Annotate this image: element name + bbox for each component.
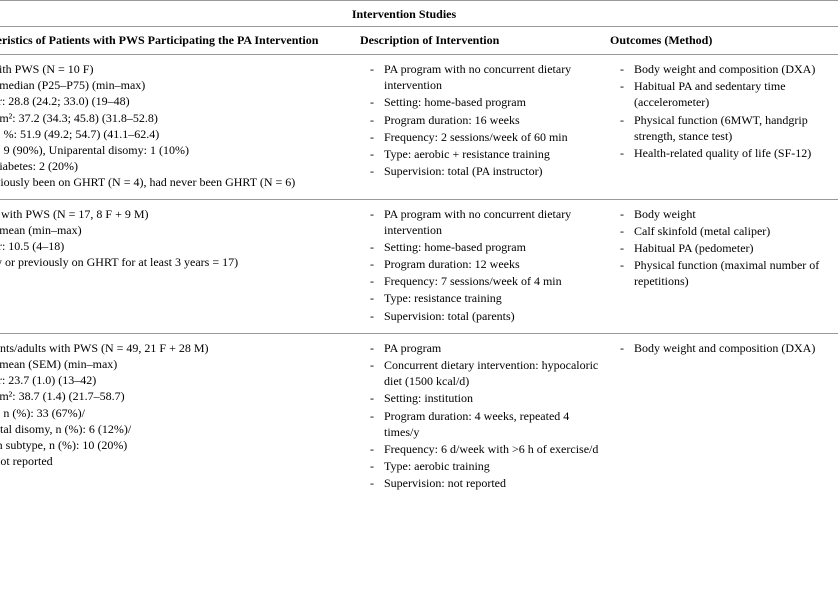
characteristics-line: iparental disomy, n (%): 6 (12%)/ <box>0 421 350 437</box>
header-description: Description of Intervention <box>350 33 600 48</box>
characteristics-cell: ults with PWS (N = 10 F)ta are median (P… <box>0 61 350 191</box>
characteristics-line: II, kg/m²: 38.7 (1.4) (21.7–58.7) <box>0 388 350 404</box>
intervention-item: Supervision: total (PA instructor) <box>360 163 600 179</box>
outcomes-cell: Body weight and composition (DXA) <box>600 340 820 493</box>
outcomes-list: Body weight and composition (DXA)Habitua… <box>610 61 820 161</box>
study-row: olescents/adults with PWS (N = 49, 21 F … <box>0 334 838 501</box>
intervention-item: PA program <box>360 340 600 356</box>
intervention-item: Setting: home-based program <box>360 94 600 110</box>
intervention-cell: PA program with no concurrent dietary in… <box>350 61 600 191</box>
outcome-item: Calf skinfold (metal caliper) <box>610 223 820 239</box>
characteristics-line: IRT: not reported <box>0 453 350 469</box>
characteristics-line: known subtype, n (%): 10 (20%) <box>0 437 350 453</box>
header-outcomes: Outcomes (Method) <box>600 33 820 48</box>
intervention-item: Concurrent dietary intervention: hypocal… <box>360 357 600 389</box>
intervention-item: PA program with no concurrent dietary in… <box>360 61 600 93</box>
outcome-item: Body weight and composition (DXA) <box>610 340 820 356</box>
table-title: Intervention Studies <box>0 0 838 27</box>
characteristics-line: ildren with PWS (N = 17, 8 F + 9 M) <box>0 206 350 222</box>
characteristics-line: letion, n (%): 33 (67%)/ <box>0 405 350 421</box>
characteristics-line: dy fat, %: 51.9 (49.2; 54.7) (41.1–62.4) <box>0 126 350 142</box>
characteristics-line: e, year: 10.5 (4–18) <box>0 238 350 254</box>
characteristics-line: ta are mean (SEM) (min–max) <box>0 356 350 372</box>
characteristics-line: d previously been on GHRT (N = 4), had n… <box>0 174 350 190</box>
header-characteristics: aracteristics of Patients with PWS Parti… <box>0 33 350 48</box>
intervention-item: Supervision: total (parents) <box>360 308 600 324</box>
table-header-row: aracteristics of Patients with PWS Parti… <box>0 27 838 55</box>
intervention-item: Setting: institution <box>360 390 600 406</box>
characteristics-line: letion: 9 (90%), Uniparental disomy: 1 (… <box>0 142 350 158</box>
outcome-item: Physical function (6MWT, handgrip streng… <box>610 112 820 144</box>
intervention-item: Frequency: 7 sessions/week of 4 min <box>360 273 600 289</box>
outcomes-cell: Body weightCalf skinfold (metal caliper)… <box>600 206 820 325</box>
intervention-item: Frequency: 6 d/week with >6 h of exercis… <box>360 441 600 457</box>
characteristics-cell: ildren with PWS (N = 17, 8 F + 9 M)ta ar… <box>0 206 350 325</box>
study-row: ults with PWS (N = 10 F)ta are median (P… <box>0 55 838 200</box>
outcomes-list: Body weight and composition (DXA) <box>610 340 820 356</box>
intervention-cell: PA program with no concurrent dietary in… <box>350 206 600 325</box>
characteristics-line: ults with PWS (N = 10 F) <box>0 61 350 77</box>
intervention-list: PA program with no concurrent dietary in… <box>360 206 600 324</box>
intervention-list: PA program with no concurrent dietary in… <box>360 61 600 179</box>
intervention-item: Program duration: 12 weeks <box>360 256 600 272</box>
intervention-cell: PA programConcurrent dietary interventio… <box>350 340 600 493</box>
characteristics-line: ta are median (P25–P75) (min–max) <box>0 77 350 93</box>
study-row: ildren with PWS (N = 17, 8 F + 9 M)ta ar… <box>0 200 838 334</box>
outcome-item: Health-related quality of life (SF-12) <box>610 145 820 161</box>
intervention-item: Type: aerobic training <box>360 458 600 474</box>
outcome-item: Habitual PA (pedometer) <box>610 240 820 256</box>
characteristics-line: e, year: 28.8 (24.2; 33.0) (19–48) <box>0 93 350 109</box>
intervention-item: Frequency: 2 sessions/week of 60 min <box>360 129 600 145</box>
characteristics-line: II, kg/m²: 37.2 (34.3; 45.8) (31.8–52.8) <box>0 110 350 126</box>
intervention-list: PA programConcurrent dietary interventio… <box>360 340 600 492</box>
characteristics-line: pe 2 diabetes: 2 (20%) <box>0 158 350 174</box>
intervention-item: Program duration: 4 weeks, repeated 4 ti… <box>360 408 600 440</box>
outcome-item: Body weight <box>610 206 820 222</box>
intervention-item: PA program with no concurrent dietary in… <box>360 206 600 238</box>
intervention-item: Type: resistance training <box>360 290 600 306</box>
intervention-item: Setting: home-based program <box>360 239 600 255</box>
characteristics-line: e, year: 23.7 (1.0) (13–42) <box>0 372 350 388</box>
characteristics-line: rrently or previously on GHRT for at lea… <box>0 254 350 270</box>
outcome-item: Body weight and composition (DXA) <box>610 61 820 77</box>
characteristics-cell: olescents/adults with PWS (N = 49, 21 F … <box>0 340 350 493</box>
characteristics-line: olescents/adults with PWS (N = 49, 21 F … <box>0 340 350 356</box>
intervention-item: Program duration: 16 weeks <box>360 112 600 128</box>
outcomes-list: Body weightCalf skinfold (metal caliper)… <box>610 206 820 290</box>
intervention-item: Type: aerobic + resistance training <box>360 146 600 162</box>
outcome-item: Physical function (maximal number of rep… <box>610 257 820 289</box>
outcomes-cell: Body weight and composition (DXA)Habitua… <box>600 61 820 191</box>
outcome-item: Habitual PA and sedentary time (accelero… <box>610 78 820 110</box>
intervention-item: Supervision: not reported <box>360 475 600 491</box>
characteristics-line: ta are mean (min–max) <box>0 222 350 238</box>
